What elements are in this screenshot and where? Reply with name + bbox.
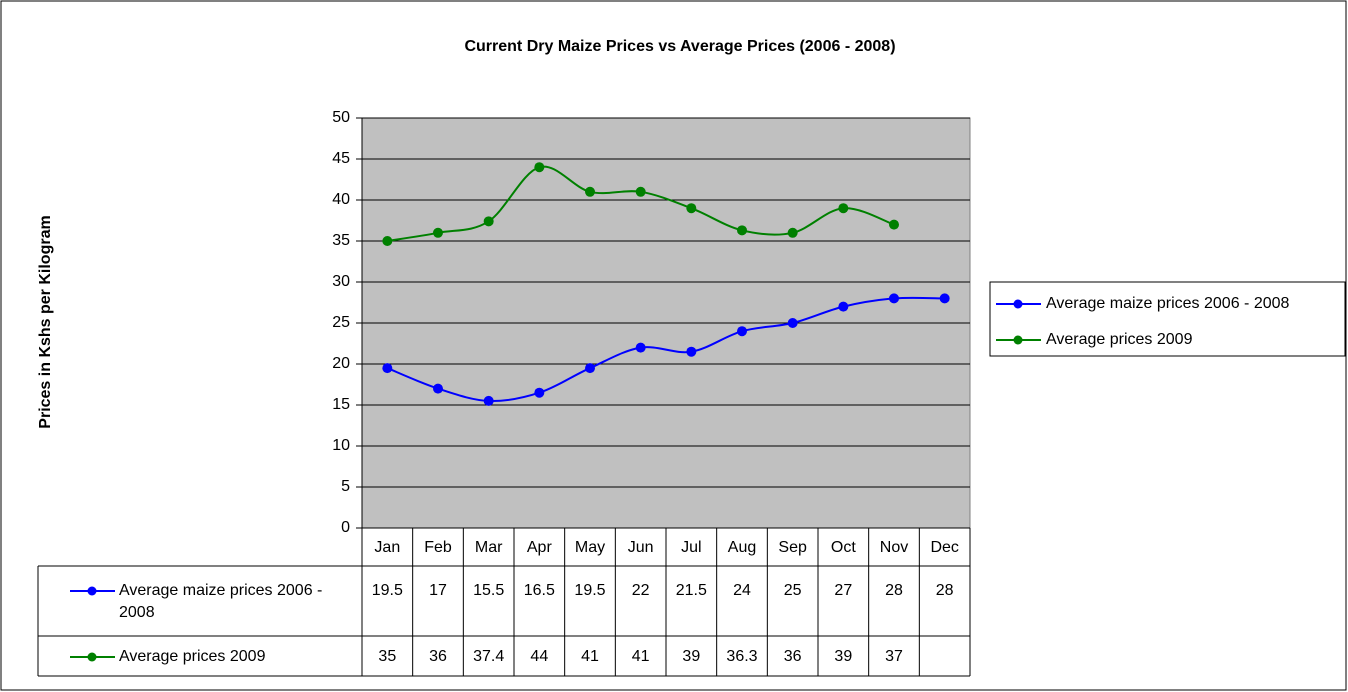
point — [534, 162, 545, 173]
point — [635, 186, 646, 197]
point — [483, 216, 494, 227]
x-tick-label: Jan — [374, 539, 400, 556]
point — [737, 326, 747, 337]
point — [787, 318, 798, 328]
point — [483, 395, 494, 406]
table-series-label: Average maize prices 2006 - 2008 — [119, 582, 323, 621]
point — [585, 186, 595, 197]
point — [939, 293, 950, 304]
x-tick-label: Nov — [880, 539, 908, 556]
y-tick-label: 0 — [341, 519, 350, 536]
x-tick-label: Sep — [778, 539, 807, 556]
table-value: 36.3 — [726, 648, 757, 665]
y-axis-label: Prices in Kshs per Kilogram — [37, 215, 54, 428]
point — [635, 342, 646, 353]
y-tick-label: 5 — [341, 478, 350, 495]
point — [686, 203, 697, 214]
table-value: 25 — [784, 582, 802, 599]
point — [686, 346, 697, 357]
x-tick-label: May — [575, 539, 605, 556]
y-tick-label: 35 — [332, 232, 350, 249]
point — [433, 383, 443, 394]
table-value: 28 — [885, 582, 903, 599]
x-tick-label: Jun — [628, 539, 654, 556]
table-value: 19.5 — [372, 582, 403, 599]
point — [534, 387, 545, 398]
table-value: 41 — [632, 648, 650, 665]
table-value: 36 — [429, 648, 447, 665]
x-tick-label: Apr — [527, 539, 553, 556]
x-tick-label: Oct — [831, 539, 856, 556]
y-tick-label: 15 — [332, 396, 350, 413]
y-tick-label: 10 — [332, 437, 350, 454]
table-value: 41 — [581, 648, 599, 665]
legend-label: Average maize prices 2006 - 2008 — [1046, 295, 1290, 312]
y-tick-label: 50 — [332, 109, 350, 126]
x-tick-label: Dec — [930, 539, 958, 556]
point — [737, 225, 747, 236]
y-tick-label: 45 — [332, 150, 350, 167]
table-value: 15.5 — [473, 582, 504, 599]
table-key-dot — [87, 586, 97, 596]
legend-box — [989, 281, 1346, 357]
point — [382, 363, 393, 374]
table-value: 39 — [682, 648, 700, 665]
legend-dot — [1013, 335, 1023, 345]
table-value: 35 — [378, 648, 396, 665]
table-value: 22 — [632, 582, 650, 599]
y-tick-label: 40 — [332, 191, 350, 208]
point — [838, 301, 849, 312]
legend-dot — [1013, 299, 1023, 309]
table-value: 19.5 — [574, 582, 605, 599]
table-value: 24 — [733, 582, 751, 599]
table-value: 28 — [936, 582, 954, 599]
table-value: 39 — [834, 648, 852, 665]
y-tick-label: 20 — [332, 355, 350, 372]
table-key-dot — [87, 652, 97, 662]
chart-title: Current Dry Maize Prices vs Average Pric… — [464, 38, 895, 55]
point — [382, 236, 393, 246]
y-tick-label: 30 — [332, 273, 350, 290]
point — [433, 227, 443, 238]
x-tick-label: Mar — [475, 539, 503, 556]
point — [889, 293, 899, 304]
table-value: 37 — [885, 648, 903, 665]
table-value: 27 — [834, 582, 852, 599]
x-tick-label: Jul — [681, 539, 701, 556]
point — [787, 227, 798, 238]
x-tick-label: Feb — [424, 539, 452, 556]
table-value: 21.5 — [676, 582, 707, 599]
table-value: 16.5 — [524, 582, 555, 599]
x-tick-label: Aug — [728, 539, 756, 556]
table-value: 36 — [784, 648, 802, 665]
point — [585, 363, 595, 374]
legend-label: Average prices 2009 — [1046, 331, 1193, 348]
y-tick-label: 25 — [332, 314, 350, 331]
point — [838, 203, 849, 214]
table-value: 17 — [429, 582, 447, 599]
table-value: 37.4 — [473, 648, 504, 665]
table-series-label: Average prices 2009 — [119, 648, 266, 665]
table-value: 44 — [530, 648, 548, 665]
point — [889, 219, 899, 230]
